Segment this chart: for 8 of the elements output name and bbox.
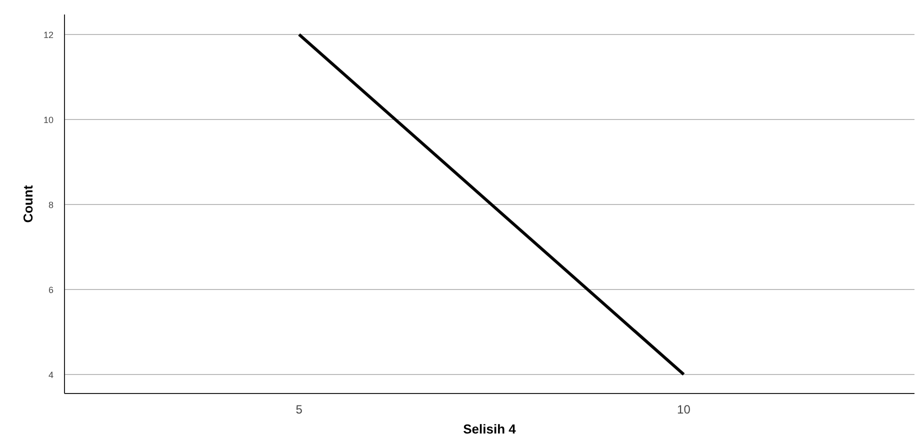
y-axis-title: Count [20,184,36,223]
y-tick-label: 6 [48,284,54,295]
x-axis-title: Selisih 4 [463,422,517,436]
y-tick-label: 12 [43,30,54,40]
x-tick-label: 5 [296,402,303,416]
y-tick-label: 8 [48,200,54,210]
y-tick-label: 10 [43,114,54,125]
y-tick-label: 4 [48,370,54,380]
